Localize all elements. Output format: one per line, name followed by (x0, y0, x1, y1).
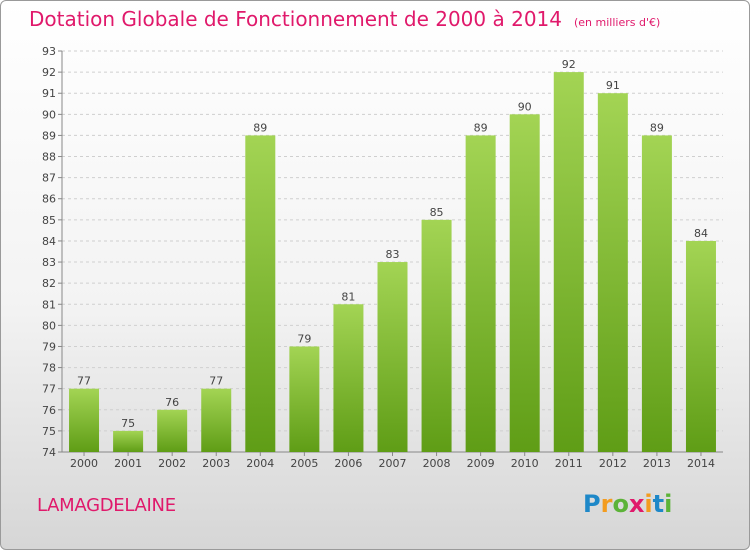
y-tick-label: 80 (42, 319, 56, 332)
x-tick-label: 2012 (599, 457, 627, 470)
bar (421, 219, 452, 452)
data-label: 92 (562, 58, 576, 71)
bar (333, 304, 364, 452)
bar (201, 388, 232, 452)
chart-title: Dotation Globale de Fonctionnement de 20… (29, 7, 562, 31)
y-tick-label: 85 (42, 214, 56, 227)
x-tick-label: 2005 (290, 457, 318, 470)
x-tick-label: 2007 (379, 457, 407, 470)
y-tick-label: 81 (42, 298, 56, 311)
x-tick-label: 2003 (202, 457, 230, 470)
bar (465, 135, 496, 452)
commune-name: LAMAGDELAINE (37, 495, 176, 516)
data-label: 81 (341, 290, 355, 303)
logo-letter: r (600, 490, 613, 518)
x-tick-label: 2014 (687, 457, 715, 470)
x-tick-label: 2002 (158, 457, 186, 470)
y-tick-label: 91 (42, 87, 56, 100)
x-tick-label: 2004 (246, 457, 274, 470)
logo-letter: i (644, 490, 653, 518)
unit-label: (en milliers d'€) (574, 16, 661, 29)
proxiti-logo: Proxiti (583, 490, 672, 518)
title-row: Dotation Globale de Fonctionnement de 20… (29, 7, 660, 31)
bar (289, 346, 320, 452)
y-tick-label: 92 (42, 66, 56, 79)
y-tick-label: 79 (42, 340, 56, 353)
y-tick-label: 89 (42, 129, 56, 142)
bar (685, 240, 716, 452)
data-label: 83 (386, 248, 400, 261)
data-label: 84 (694, 227, 708, 240)
data-label: 77 (209, 375, 223, 388)
bar (509, 114, 540, 452)
logo-letter: i (664, 490, 673, 518)
logo-letter: P (583, 490, 601, 518)
data-label: 89 (650, 121, 664, 134)
y-tick-label: 84 (42, 235, 56, 248)
y-tick-label: 77 (42, 383, 56, 396)
data-label: 76 (165, 396, 179, 409)
bar (553, 72, 584, 453)
logo-letter: t (652, 490, 665, 518)
y-tick-label: 76 (42, 404, 56, 417)
x-tick-label: 2009 (467, 457, 495, 470)
bar (157, 409, 188, 452)
y-tick-label: 90 (42, 108, 56, 121)
bar (69, 388, 100, 452)
y-tick-label: 83 (42, 256, 56, 269)
x-tick-label: 2000 (70, 457, 98, 470)
data-label: 79 (297, 332, 311, 345)
y-tick-label: 87 (42, 172, 56, 185)
data-label: 77 (77, 375, 91, 388)
bar (597, 93, 628, 453)
y-tick-label: 82 (42, 277, 56, 290)
x-tick-label: 2013 (643, 457, 671, 470)
logo-letter: o (612, 490, 629, 518)
y-tick-label: 75 (42, 425, 56, 438)
bar (113, 430, 144, 452)
x-tick-label: 2008 (423, 457, 451, 470)
data-label: 75 (121, 417, 135, 430)
bar (245, 135, 276, 452)
x-tick-label: 2006 (334, 457, 362, 470)
y-tick-label: 78 (42, 362, 56, 375)
logo-letter: x (628, 490, 645, 518)
data-label: 85 (430, 206, 444, 219)
y-tick-label: 88 (42, 151, 56, 164)
data-label: 91 (606, 79, 620, 92)
x-tick-label: 2011 (555, 457, 583, 470)
bar (377, 262, 408, 452)
y-tick-label: 86 (42, 193, 56, 206)
bar (641, 135, 672, 452)
data-label: 89 (253, 121, 267, 134)
data-label: 89 (474, 121, 488, 134)
x-tick-label: 2001 (114, 457, 142, 470)
x-tick-label: 2010 (511, 457, 539, 470)
data-label: 90 (518, 100, 532, 113)
y-tick-label: 74 (42, 446, 56, 459)
y-tick-label: 93 (42, 45, 56, 58)
